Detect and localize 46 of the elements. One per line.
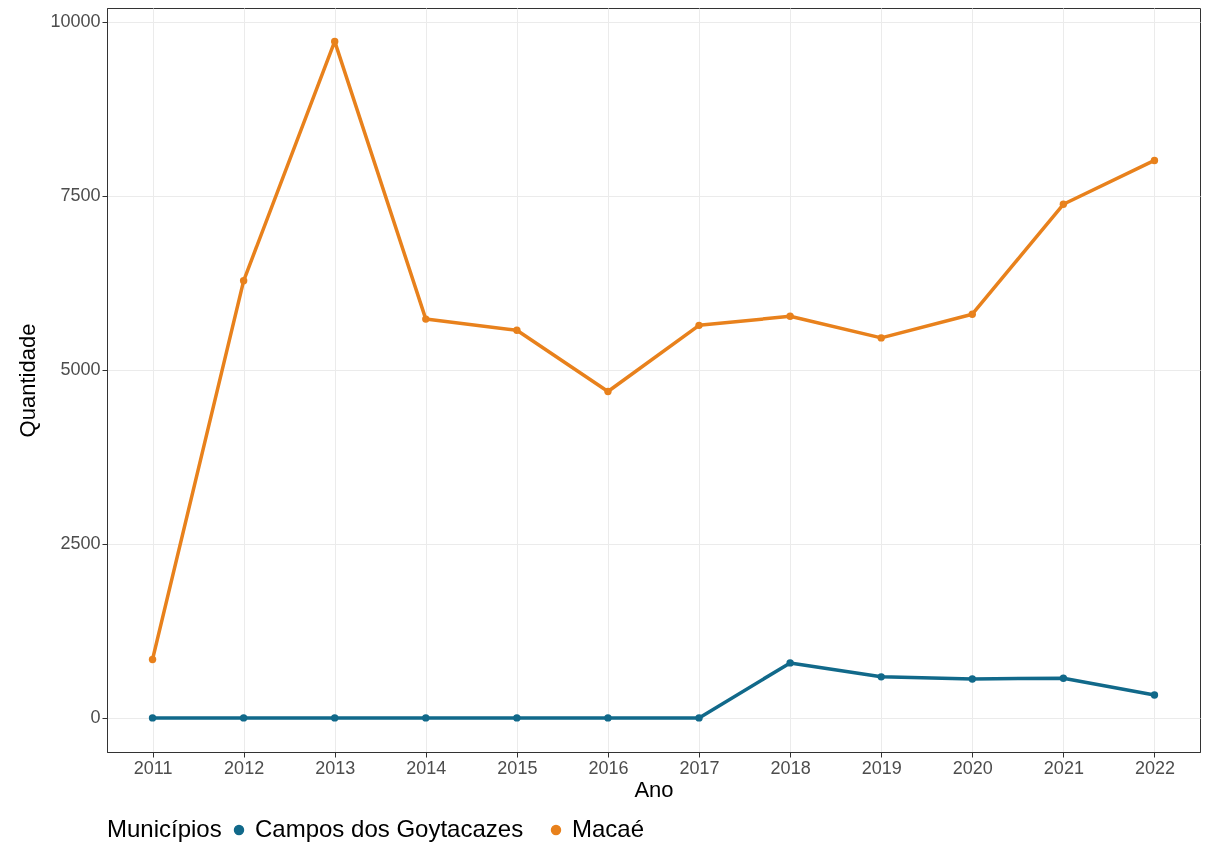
point	[331, 37, 339, 46]
point	[1150, 691, 1159, 699]
point	[239, 714, 248, 722]
x-axis-title: Ano	[634, 776, 674, 802]
point	[604, 714, 612, 722]
point	[148, 714, 157, 722]
x-tick-label: 2011	[133, 757, 173, 778]
point	[239, 277, 248, 285]
x-tick-label: 2018	[770, 757, 811, 778]
point	[877, 334, 885, 342]
x-tick-label: 2022	[1134, 757, 1175, 778]
y-tick-label: 0	[90, 707, 101, 728]
point	[695, 714, 703, 722]
point	[513, 714, 521, 722]
point	[968, 310, 976, 318]
point	[148, 655, 157, 664]
x-tick-label: 2014	[406, 757, 447, 778]
point	[1059, 674, 1068, 682]
legend-label: Campos dos Goytacazes	[255, 815, 524, 842]
point	[1059, 200, 1068, 208]
point	[786, 312, 794, 321]
x-tick-label: 2016	[588, 757, 629, 778]
x-tick-label: 2015	[497, 757, 538, 778]
point	[786, 659, 794, 667]
x-tick-label: 2020	[952, 757, 993, 778]
point	[695, 321, 703, 330]
point	[604, 387, 612, 396]
point	[968, 675, 976, 683]
x-tick-label: 2019	[861, 757, 902, 778]
point	[422, 714, 430, 722]
x-tick-label: 2017	[679, 757, 720, 778]
x-tick-label: 2013	[315, 757, 356, 778]
point	[877, 673, 885, 681]
point	[513, 326, 521, 334]
y-tick-label: 5000	[60, 359, 101, 380]
point	[422, 315, 430, 323]
legend-title: Municípios	[107, 815, 222, 842]
y-tick-label: 7500	[60, 185, 101, 206]
x-tick-label: 2012	[224, 757, 265, 778]
legend-label: Macaé	[572, 815, 645, 842]
y-axis-title: Quantidade	[15, 323, 41, 438]
point	[1150, 156, 1159, 165]
point	[331, 714, 339, 722]
y-tick-label: 2500	[60, 533, 101, 554]
x-tick-label: 2021	[1043, 757, 1084, 778]
y-tick-label: 10000	[50, 11, 101, 32]
